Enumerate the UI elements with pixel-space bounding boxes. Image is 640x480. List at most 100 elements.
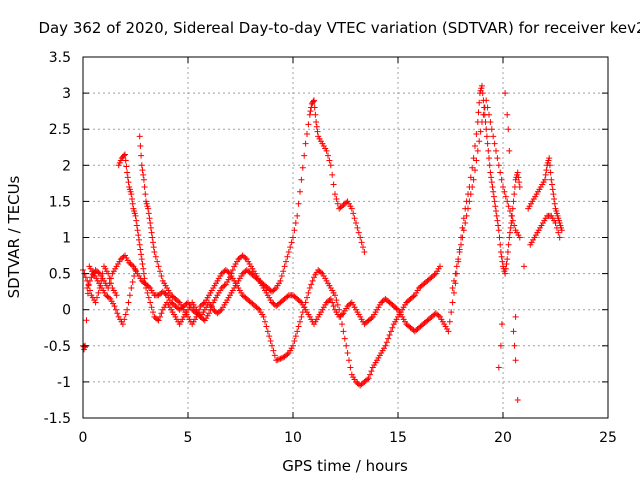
data-point [360,244,366,251]
data-point [502,270,509,277]
data-point [353,220,359,227]
data-point [105,285,112,292]
data-point [483,133,490,140]
data-point [138,152,145,159]
data-point [521,263,527,270]
data-point [145,210,152,217]
data-point [314,128,321,135]
data-point [121,316,128,323]
data-point [463,212,470,219]
y-tick-label: 1.5 [49,194,71,210]
data-point [106,280,113,287]
data-point [139,167,146,174]
data-point [549,181,555,188]
data-point [299,164,306,171]
data-point [148,229,155,236]
data-point [497,169,504,176]
data-point [327,295,334,302]
data-point [81,346,88,353]
data-point [136,133,143,140]
data-point [476,138,483,145]
data-point [281,263,288,270]
data-point [298,313,305,320]
data-point [128,285,135,292]
data-point [467,191,474,198]
data-point [135,232,142,239]
data-point [133,217,140,224]
data-point [383,339,390,346]
data-point [154,258,161,265]
data-point [486,155,492,162]
data-point [270,347,277,354]
data-point [553,224,560,231]
data-point [122,311,129,318]
grid [83,57,608,418]
data-point [473,131,480,138]
data-point [348,205,355,212]
data-point [551,195,558,202]
data-point [484,140,491,147]
data-point [313,123,320,130]
data-point [452,270,459,277]
data-point [344,350,351,357]
data-point [133,222,140,229]
data-point [350,210,357,217]
data-point [125,179,132,186]
data-point [445,328,452,335]
data-point [490,133,497,140]
data-point [551,200,558,207]
data-point [278,355,285,362]
data-point [124,169,131,176]
data-point [502,90,509,97]
y-axis-label: SDTVAR / TECUs [5,175,23,298]
data-point [277,277,284,284]
data-point [119,321,126,328]
data-point [298,176,305,183]
data-point [280,268,287,275]
data-point [111,303,118,310]
data-point [145,205,152,212]
data-point [267,337,274,344]
y-tick-label: -1 [57,375,71,391]
data-point [502,193,509,200]
data-point [129,279,136,286]
data-point [140,270,147,277]
data-point [284,351,291,358]
data-point [508,212,515,219]
data-point [129,262,135,269]
data-point [389,324,396,331]
data-point [271,352,278,359]
data-point [155,317,162,324]
data-point [128,191,135,198]
data-point [229,266,236,273]
data-point [466,198,473,205]
x-axis-label: GPS time / hours [282,457,408,475]
y-tick-label: 0.5 [49,267,71,283]
chart-title: Day 362 of 2020, Sidereal Day-to-day VTE… [38,19,640,37]
data-point [124,174,131,181]
data-point [255,305,261,312]
data-point [122,157,129,164]
data-point [446,318,453,325]
data-point [346,357,352,364]
data-point [465,205,471,212]
data-point [542,171,549,178]
data-point [263,323,270,330]
data-point [548,176,555,183]
data-point [283,258,289,265]
data-point [351,215,358,222]
data-point [385,335,392,342]
y-tick-label: 2.5 [49,122,71,138]
data-point [483,97,490,104]
data-point [278,273,285,280]
data-point [309,277,316,284]
y-tick-label: -0.5 [44,339,71,355]
data-point [354,224,361,231]
data-point [84,285,91,292]
data-point [129,195,135,202]
data-point [292,220,299,227]
data-point [327,162,334,169]
data-point [386,331,393,338]
data-point [292,333,299,340]
